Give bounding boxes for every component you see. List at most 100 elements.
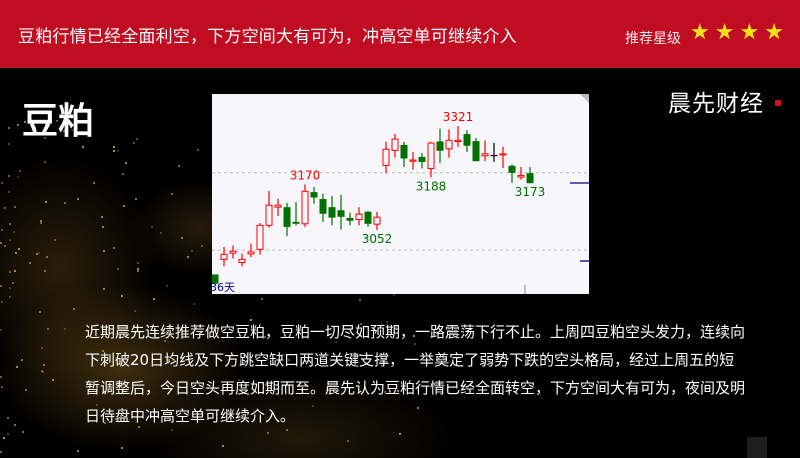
sparkle [44, 161, 47, 164]
sparkle [312, 405, 315, 407]
sparkle [286, 429, 289, 432]
sparkle [64, 202, 67, 205]
sparkle [12, 281, 15, 284]
sparkle [0, 284, 2, 287]
sparkle [190, 249, 193, 252]
candle-body-flat [490, 154, 498, 157]
sparkle [394, 325, 397, 328]
sparkle [18, 247, 21, 250]
sparkle [8, 191, 11, 194]
candle-body-up [517, 174, 525, 178]
sparkle [101, 350, 104, 353]
headline: 豆粕行情已经全面利空，下方空间大有可为，冲高空单可继续介入 [18, 27, 517, 47]
sparkle [237, 378, 240, 381]
sparkle [64, 328, 67, 331]
candle-body-up [256, 224, 264, 250]
sparkle [55, 120, 58, 122]
sparkle [103, 288, 106, 291]
sparkle [192, 302, 195, 305]
sparkle [216, 413, 219, 416]
candle-body-up [454, 139, 462, 143]
sparkle [159, 231, 162, 234]
sparkle [163, 340, 166, 343]
sparkle [47, 327, 50, 330]
sparkle [398, 433, 401, 436]
rating-label: 推荐星级 [625, 31, 681, 47]
sparkle [121, 412, 124, 415]
star-icon: ★ [764, 20, 784, 45]
sparkle [384, 391, 387, 394]
header-banner: 豆粕行情已经全面利空，下方空间大有可为，冲高空单可继续介入 推荐星级 ★ ★ ★ ★ [0, 0, 800, 68]
star-icon: ★ [714, 20, 735, 45]
candle-body-up [301, 190, 309, 225]
rating-stars: ★ ★ ★ ★ [690, 22, 784, 44]
sparkle [346, 440, 349, 443]
candle-body-up [238, 258, 246, 263]
sparkle [4, 206, 7, 209]
candle-body-down [310, 192, 318, 198]
sparkle [81, 146, 84, 149]
candle-body-down [283, 207, 291, 227]
sparkle [335, 341, 338, 344]
sparkle [40, 220, 43, 223]
sparkle [119, 414, 122, 417]
sparkle [413, 342, 416, 345]
sparkle [197, 149, 200, 152]
sparkle [42, 364, 45, 367]
sparkle [138, 426, 141, 429]
sparkle [117, 268, 120, 271]
sparkle [413, 334, 416, 337]
candle-body-down [400, 144, 408, 159]
sparkle [22, 431, 25, 434]
sparkle [8, 239, 11, 242]
sparkle [117, 150, 120, 153]
sparkle [170, 192, 173, 195]
sparkle [14, 270, 17, 273]
sparkle [123, 204, 126, 207]
sparkle [51, 379, 54, 382]
chart-svg: 3170 3052 3321 3188 3173 36天 [210, 110, 589, 294]
sparkle [0, 329, 3, 332]
sparkle [386, 321, 389, 324]
candle-body-down [526, 173, 534, 184]
sparkle [101, 216, 104, 219]
candle-body-up [373, 216, 381, 225]
sparkle [7, 433, 10, 436]
sparkle [122, 172, 125, 175]
sparkle [114, 418, 117, 421]
sparkle [288, 359, 291, 362]
sparkle [113, 150, 116, 153]
candle-body-down [346, 217, 354, 221]
sparkle [221, 444, 224, 447]
candle-body-up [274, 204, 282, 208]
candle-body-up [382, 148, 390, 166]
price-annotation: 3170 [290, 168, 321, 182]
sparkle [0, 241, 3, 244]
sparkle [101, 225, 104, 228]
sparkle [136, 261, 139, 264]
sparkle [95, 404, 98, 407]
candle-body-up [265, 204, 273, 226]
sparkle [136, 268, 139, 271]
period-label: 36天 [212, 281, 235, 294]
candle-body-down [472, 141, 480, 162]
sparkle [18, 169, 21, 172]
price-annotation: 3321 [443, 110, 474, 124]
candle-body-down [418, 156, 426, 162]
analysis-paragraph: 近期晨先连续推荐做空豆粕，豆粕一切尽如预期，一路震荡下行不止。上周四豆粕空头发力… [85, 323, 746, 425]
sparkle [0, 375, 3, 378]
sparkle [14, 251, 17, 254]
candle-body-up [499, 153, 507, 156]
sparkle [39, 221, 42, 224]
candlestick-chart: 3170 3052 3321 3188 3173 36天 [210, 94, 589, 294]
sparkle [135, 137, 138, 140]
sparkle [246, 336, 249, 339]
sparkle [200, 245, 203, 248]
sparkle [151, 226, 154, 229]
sparkle [137, 269, 140, 272]
candle-body-down [463, 134, 471, 146]
candle-body-up [247, 251, 255, 255]
sparkle [282, 354, 285, 357]
sparkle [3, 437, 6, 440]
sparkle [62, 129, 65, 132]
